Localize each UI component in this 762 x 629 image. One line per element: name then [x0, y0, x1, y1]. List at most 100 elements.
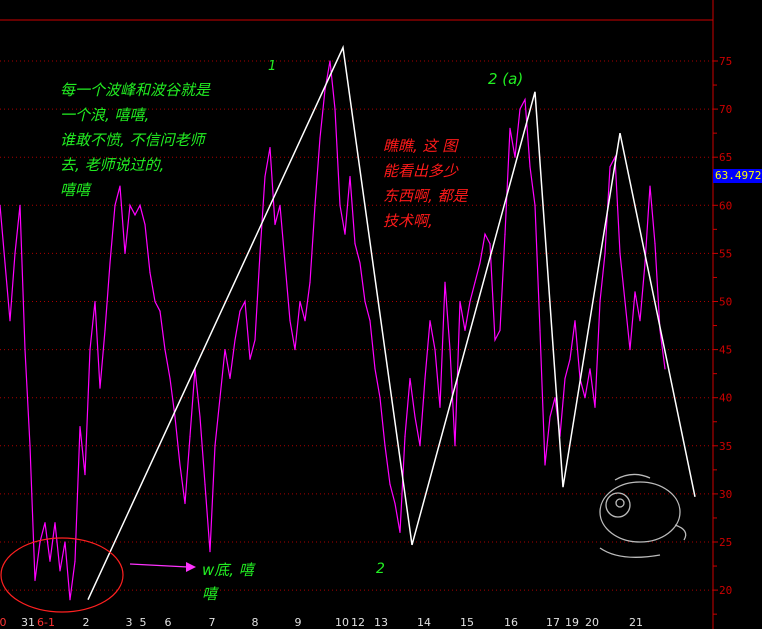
note-line: 嘻嘻: [60, 181, 91, 199]
price-point: [444, 281, 446, 283]
price-point: [354, 243, 356, 245]
price-point: [299, 300, 301, 303]
price-point: [619, 252, 621, 254]
price-point: [94, 300, 96, 303]
price-point: [289, 320, 291, 322]
price-point: [344, 233, 346, 235]
price-point: [209, 551, 211, 553]
note-line: 瞧瞧, 这 图: [383, 137, 458, 155]
price-point: [434, 349, 436, 351]
note-line: 能看出多少: [383, 162, 459, 180]
x-tick-label: 12: [351, 616, 365, 629]
price-point: [519, 108, 521, 110]
price-point: [74, 560, 76, 562]
red-annotation: 瞧瞧, 这 图能看出多少 东西啊, 都是 技术啊,: [383, 134, 468, 234]
price-point: [34, 579, 36, 582]
mouse-sketch-stroke: [599, 481, 681, 543]
note-line: 技术啊,: [383, 212, 433, 230]
price-point: [44, 522, 46, 524]
price-point: [64, 541, 66, 543]
note-line: 每一个波峰和波谷就是: [60, 81, 211, 99]
y-tick-label: 40: [719, 392, 732, 405]
price-point: [264, 175, 266, 178]
price-point: [84, 474, 86, 476]
y-tick-label: 30: [719, 488, 732, 501]
price-point: [374, 368, 376, 370]
price-point: [234, 339, 236, 341]
price-point: [399, 531, 401, 533]
price-point: [664, 368, 666, 370]
x-tick-label: 9: [295, 616, 302, 629]
x-tick-label: 8: [252, 616, 259, 629]
mouse-sketch-stroke: [599, 547, 661, 558]
arrow-shaft: [129, 563, 189, 568]
price-point: [599, 300, 601, 303]
price-point: [569, 358, 571, 360]
price-point: [269, 146, 271, 149]
price-point: [109, 262, 111, 264]
y-tick-label: 35: [719, 440, 732, 453]
w-bottom-circle: [0, 537, 124, 613]
price-point: [384, 445, 386, 447]
x-tick-label: 2: [83, 616, 90, 629]
current-value-tag: 63.4972: [713, 169, 762, 183]
price-point: [404, 435, 406, 437]
price-point: [604, 252, 606, 254]
price-point: [284, 262, 286, 264]
price-point: [19, 204, 21, 206]
price-point: [614, 156, 616, 158]
price-point: [249, 358, 251, 360]
price-point: [229, 377, 231, 380]
price-point: [39, 541, 41, 543]
y-tick-label: 60: [719, 199, 732, 212]
price-point: [359, 262, 361, 264]
price-point: [59, 570, 61, 572]
y-tick-label: 70: [719, 103, 732, 116]
y-tick-label: 65: [719, 151, 732, 164]
price-point: [79, 425, 81, 428]
price-point: [489, 243, 491, 245]
price-point: [54, 522, 56, 524]
price-point: [654, 243, 656, 245]
x-tick-label: 31: [21, 616, 35, 629]
wave-label-1: 1: [268, 59, 277, 74]
price-point: [224, 349, 226, 351]
price-point: [164, 349, 166, 351]
price-point: [554, 397, 556, 399]
price-point: [624, 300, 626, 303]
price-point: [494, 339, 496, 341]
x-tick-label: 0: [0, 616, 7, 629]
price-point: [14, 252, 16, 254]
price-point: [409, 377, 411, 380]
price-point: [394, 502, 396, 505]
y-tick-label: 75: [719, 55, 732, 68]
x-tick-label: 20: [585, 616, 599, 629]
price-point: [244, 300, 246, 303]
x-tick-label: 14: [417, 616, 431, 629]
price-point: [69, 599, 71, 601]
price-point: [9, 320, 11, 322]
price-point: [454, 445, 456, 447]
price-point: [524, 98, 526, 101]
x-tick-label: 6-1: [37, 616, 55, 629]
price-point: [254, 339, 256, 341]
price-point: [589, 368, 591, 370]
price-point: [369, 320, 371, 322]
x-tick-label: 15: [460, 616, 474, 629]
price-point: [309, 281, 311, 283]
price-point: [424, 377, 426, 380]
price-point: [294, 349, 296, 351]
price-point: [204, 483, 206, 485]
price-point: [174, 416, 176, 418]
wave-label-2: 2: [376, 561, 385, 577]
mouse-sketch-stroke: [615, 498, 625, 508]
x-tick-label: 3: [126, 616, 133, 629]
note-line: 一个浪, 嘻嘻,: [60, 106, 150, 124]
price-point: [379, 397, 381, 399]
price-point: [104, 329, 106, 331]
mouse-sketch-stroke: [674, 524, 687, 541]
price-point: [339, 204, 341, 206]
wave-label-2a: 2 (a): [488, 70, 524, 88]
price-point: [159, 310, 161, 312]
